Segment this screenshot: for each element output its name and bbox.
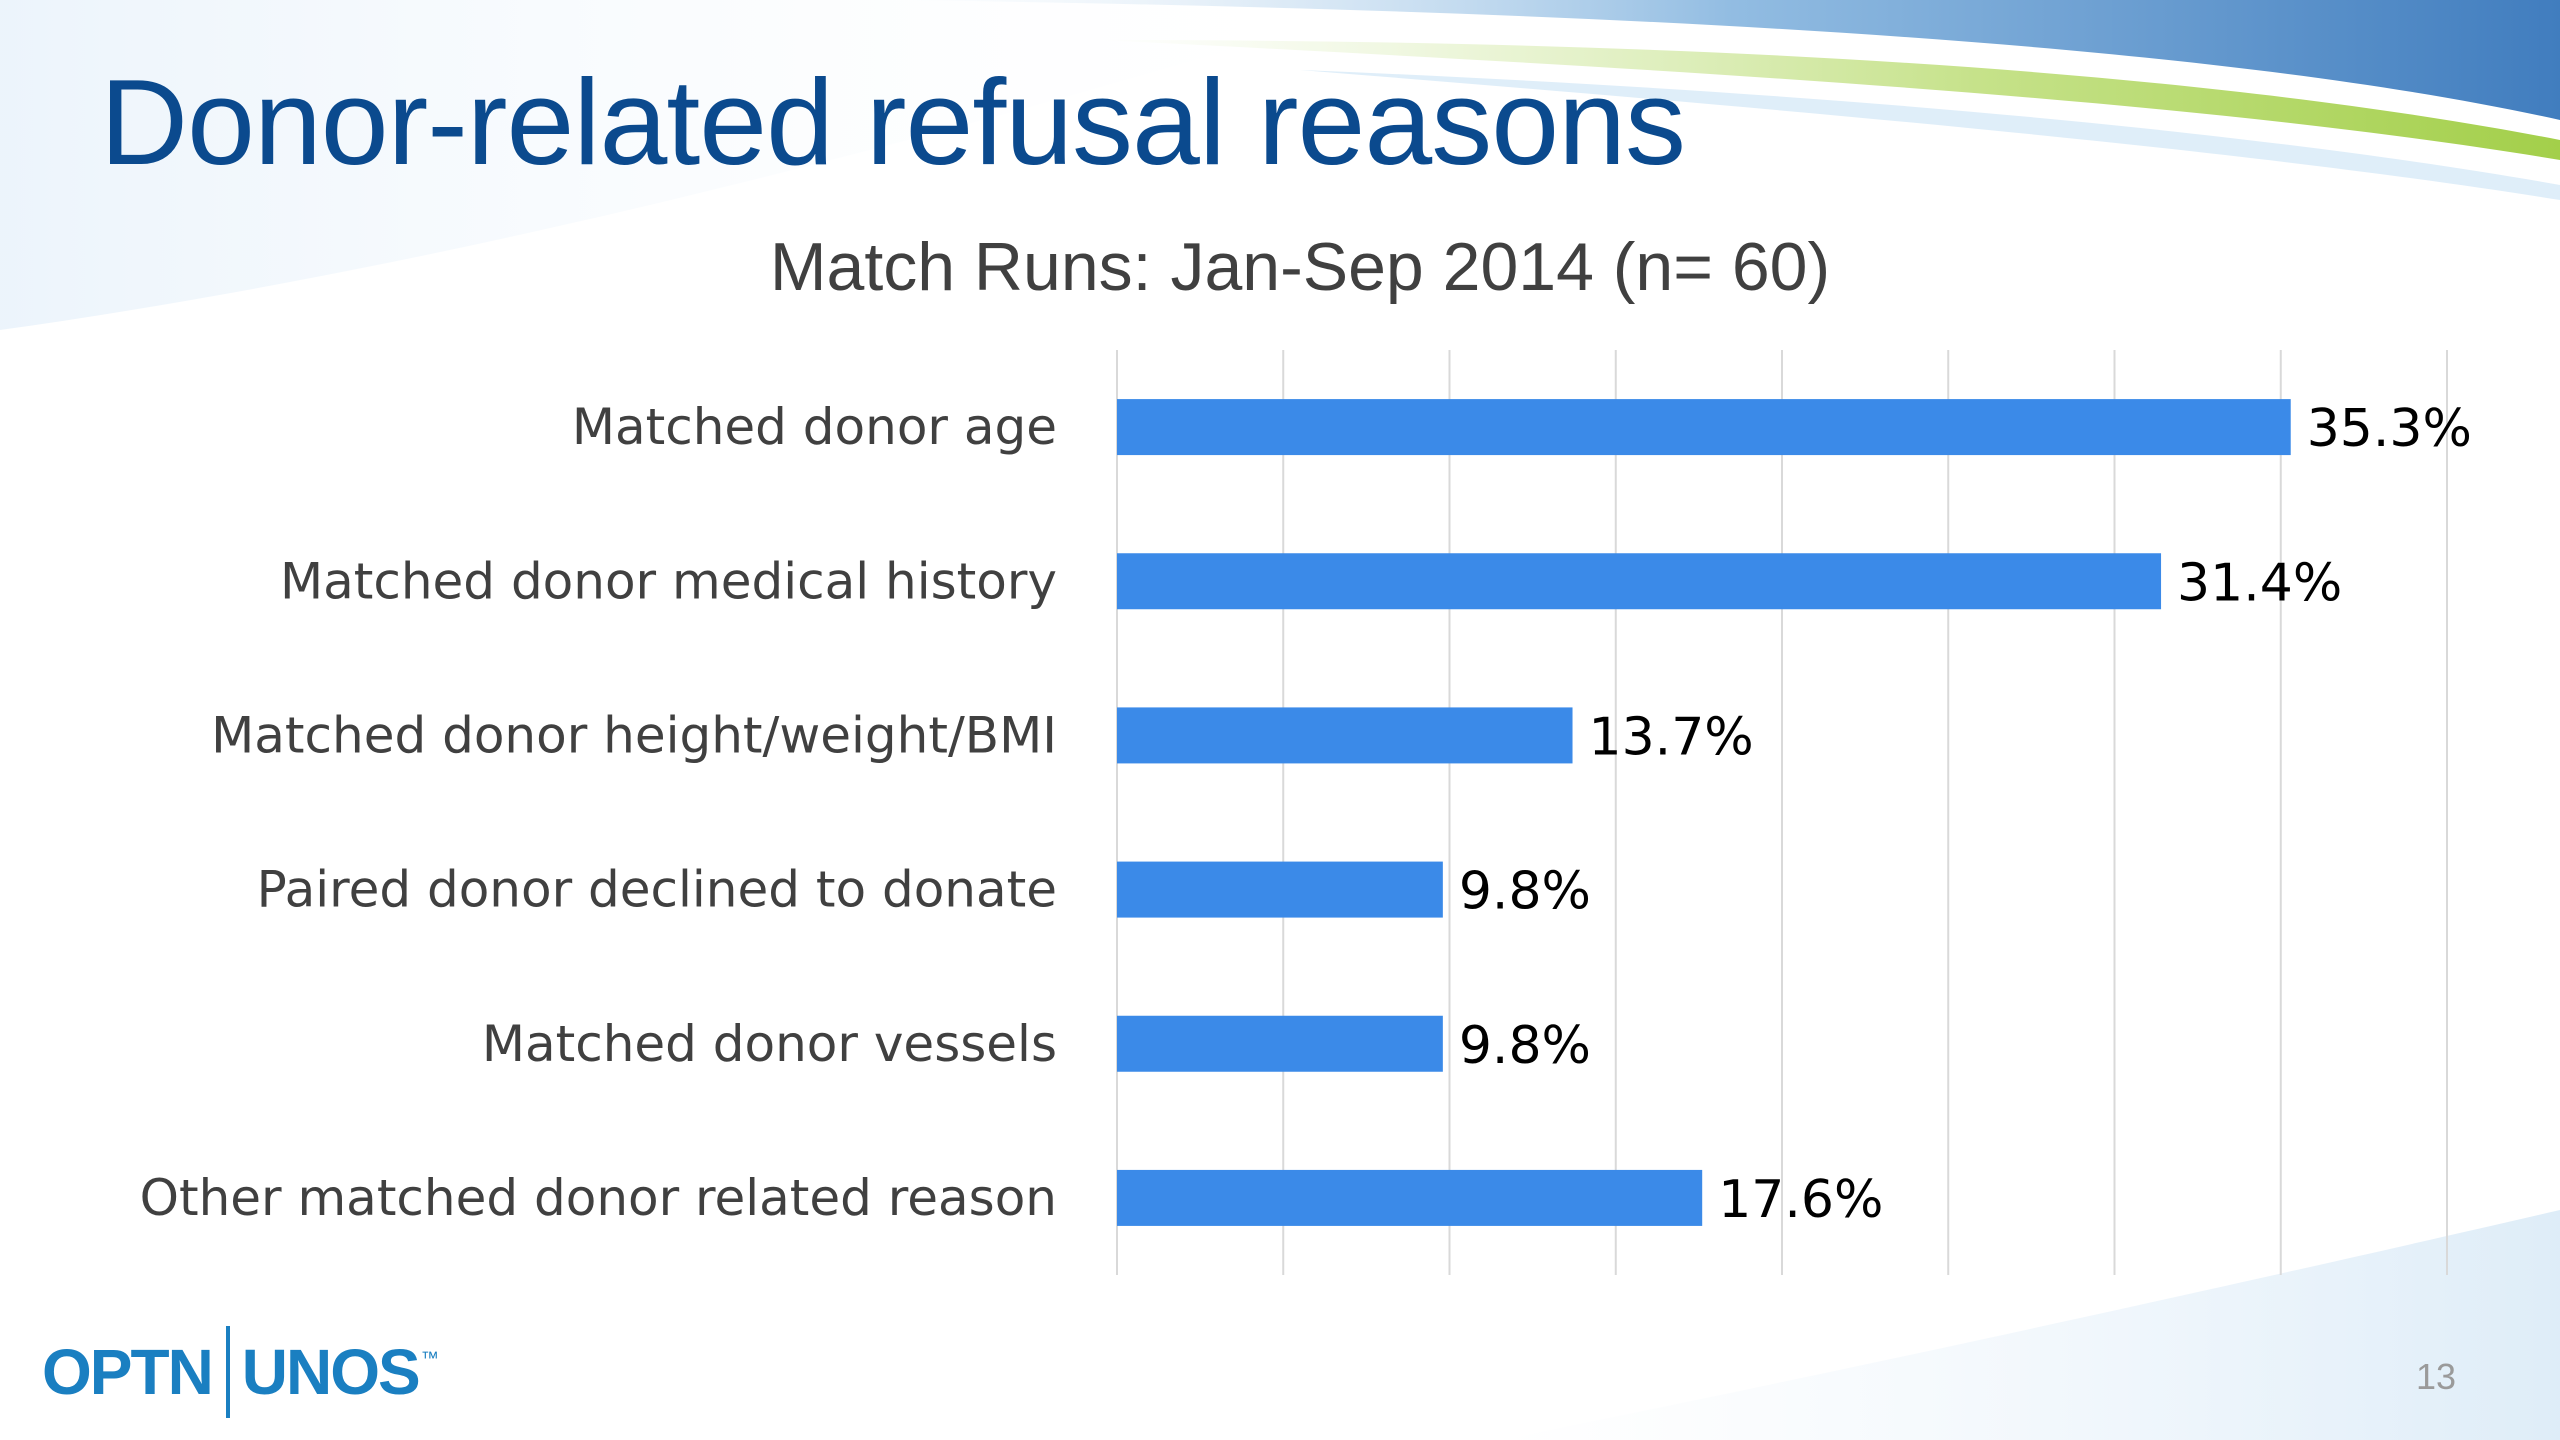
category-label: Matched donor height/weight/BMI <box>211 706 1057 764</box>
value-label: 9.8% <box>1459 1016 1591 1076</box>
category-label: Paired donor declined to donate <box>257 861 1057 919</box>
category-label: Matched donor vessels <box>482 1015 1057 1073</box>
logo-optn: OPTN <box>42 1336 214 1408</box>
logo-unos: UNOS <box>241 1336 421 1408</box>
bar <box>1117 1015 1443 1072</box>
category-label: Other matched donor related reason <box>140 1169 1057 1227</box>
value-label: 17.6% <box>1718 1170 1883 1230</box>
top-blue-swoosh <box>900 0 2560 120</box>
category-label: Matched donor medical history <box>280 552 1057 610</box>
gridlines <box>1116 350 2448 1275</box>
logo-trademark: ™ <box>420 1348 439 1368</box>
optn-unos-logo: OPTN UNOS ™ <box>42 1322 439 1422</box>
value-label: 35.3% <box>2307 399 2472 459</box>
top-green-swoosh <box>1100 40 2560 160</box>
bottom-swoosh <box>1500 1210 2560 1440</box>
page-number: 13 <box>2415 1356 2456 1397</box>
value-label: 31.4% <box>2177 553 2342 613</box>
value-label: 13.7% <box>1589 707 1754 767</box>
value-label: 9.8% <box>1459 862 1591 922</box>
category-label: Matched donor age <box>572 398 1057 456</box>
bars <box>1117 399 2291 1226</box>
chart-subtitle: Match Runs: Jan-Sep 2014 (n= 60) <box>770 229 1830 305</box>
logo-separator <box>225 1326 230 1418</box>
value-labels: 35.3% 31.4% 13.7% 9.8% 9.8% 17.6% <box>1459 399 2472 1230</box>
category-labels: Matched donor age Matched donor medical h… <box>140 398 1057 1227</box>
bar <box>1117 553 2162 610</box>
bar <box>1117 399 2291 456</box>
bar <box>1117 861 1443 918</box>
bar <box>1117 1169 1703 1226</box>
background-wash <box>0 0 1400 330</box>
bar <box>1117 707 1573 764</box>
slide-title: Donor-related refusal reasons <box>100 54 1686 190</box>
